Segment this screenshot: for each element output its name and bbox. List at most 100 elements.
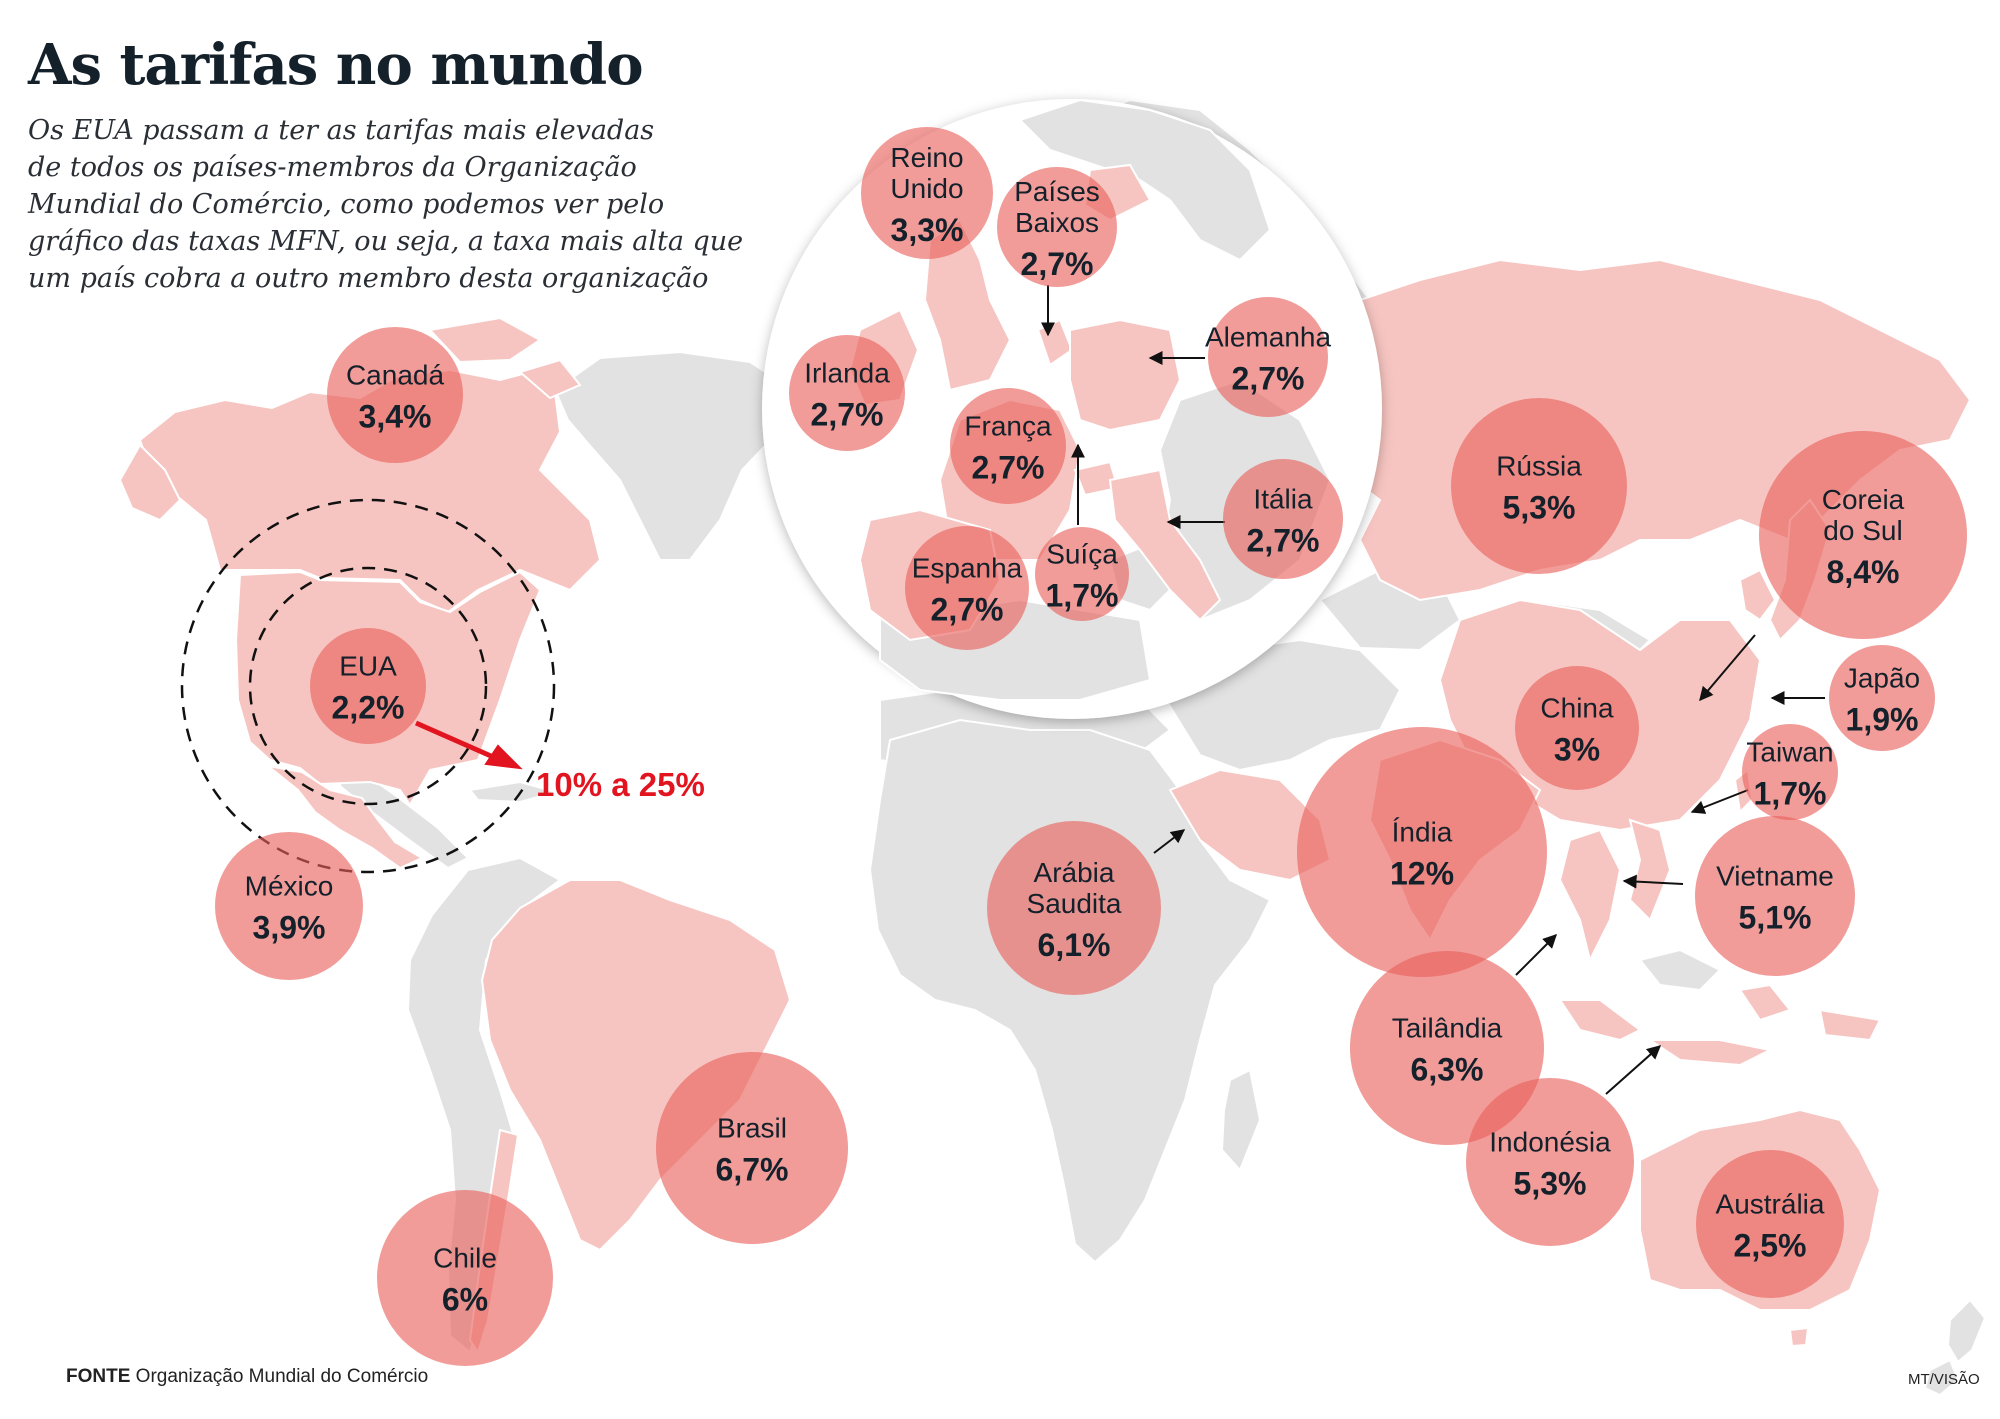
- bubble-circle: [905, 526, 1029, 650]
- bubble-tailandia: Tailândia 6,3%: [1350, 951, 1544, 1145]
- source-label: FONTE: [66, 1366, 131, 1387]
- tariff-value: 3,4%: [359, 399, 432, 435]
- country-label: China: [1540, 693, 1614, 724]
- tariff-value: 5,3%: [1503, 490, 1576, 526]
- tariff-value: 5,3%: [1514, 1166, 1587, 1202]
- tariff-value: 3%: [1554, 732, 1600, 768]
- bubble-chile: Chile 6%: [377, 1190, 553, 1366]
- bubble-circle: [950, 388, 1066, 504]
- country-label: Coreia: [1822, 484, 1905, 515]
- subtitle-line: de todos os países-membros da Organizaçã…: [28, 152, 637, 183]
- country-label: Baixos: [1015, 207, 1099, 238]
- subtitle-line: Mundial do Comércio, como podemos ver pe…: [28, 189, 665, 220]
- tariff-value: 6,3%: [1411, 1052, 1484, 1088]
- tariff-value: 3,9%: [253, 910, 326, 946]
- bubble-circle: [1829, 645, 1935, 751]
- tariff-range-outer-ring: [180, 498, 556, 874]
- bubble-india: Índia 12%: [1297, 727, 1547, 977]
- country-label: Brasil: [717, 1113, 787, 1144]
- country-label: Arábia: [1034, 857, 1115, 888]
- bubble-circle: [1035, 527, 1129, 621]
- tariff-value: 6,7%: [716, 1152, 789, 1188]
- bubble-circle: [1759, 431, 1967, 639]
- country-label: México: [245, 871, 334, 902]
- tariff-range-inner-ring: [248, 566, 488, 806]
- subtitle-line: Os EUA passam a ter as tarifas mais elev…: [28, 115, 655, 146]
- country-label: Alemanha: [1205, 322, 1332, 353]
- tariff-value: 2,7%: [1021, 246, 1094, 282]
- subtitle-line: um país cobra a outro membro desta organ…: [28, 263, 709, 294]
- country-label: Índia: [1392, 817, 1453, 848]
- tariff-value: 12%: [1390, 856, 1454, 892]
- country-label: Taiwan: [1746, 737, 1833, 768]
- bubble-brasil: Brasil 6,7%: [656, 1052, 848, 1244]
- us-tariff-arrow: [414, 720, 523, 770]
- bubble-circle: [1515, 666, 1639, 790]
- tariff-value: 2,7%: [1232, 361, 1305, 397]
- bubble-irlanda: Irlanda 2,7%: [789, 335, 905, 451]
- country-label: Saudita: [1027, 888, 1122, 919]
- bubble-circle: [377, 1190, 553, 1366]
- bubble-circle: [1742, 724, 1838, 820]
- bubble-circle: [310, 628, 426, 744]
- subtitle: Os EUA passam a ter as tarifas mais elev…: [28, 112, 768, 297]
- credit: MT/VISÃO: [1908, 1371, 1980, 1388]
- country-label: Canadá: [346, 360, 445, 391]
- country-label: Chile: [433, 1243, 497, 1274]
- tariff-value: 6,1%: [1038, 927, 1111, 963]
- bubble-alemanha: Alemanha 2,7%: [1205, 297, 1332, 417]
- country-label: do Sul: [1823, 515, 1902, 546]
- bubble-circle: [1223, 459, 1343, 579]
- bubble-franca: França 2,7%: [950, 388, 1066, 504]
- tariff-value: 6%: [442, 1282, 488, 1318]
- bubble-circle: [1466, 1078, 1634, 1246]
- tariff-value: 2,7%: [972, 450, 1045, 486]
- bubble-circle: [861, 127, 993, 259]
- tariff-value: 2,7%: [931, 592, 1004, 628]
- bubble-circle: [997, 167, 1117, 287]
- bubble-canada: Canadá 3,4%: [327, 327, 463, 463]
- bubble-circle: [327, 327, 463, 463]
- bubble-russia: Rússia 5,3%: [1451, 398, 1627, 574]
- bubble-japao: Japão 1,9%: [1829, 645, 1935, 751]
- source-note: FONTE Organização Mundial do Comércio: [66, 1366, 428, 1388]
- country-label: Rússia: [1496, 451, 1582, 482]
- bubble-circle: [789, 335, 905, 451]
- country-label: Países: [1014, 176, 1100, 207]
- country-label: Austrália: [1716, 1189, 1825, 1220]
- tariff-value: 2,2%: [332, 690, 405, 726]
- pointer-arrows: [1153, 634, 1825, 1095]
- bubble-circle: [656, 1052, 848, 1244]
- tariff-value: 1,7%: [1754, 776, 1827, 812]
- bubble-vietname: Vietname 5,1%: [1695, 816, 1855, 976]
- tariff-value: 8,4%: [1827, 554, 1900, 590]
- tariff-value: 1,7%: [1046, 578, 1119, 614]
- bubble-suica: Suíça 1,7%: [1035, 527, 1129, 621]
- bubble-circle: [1695, 816, 1855, 976]
- tariff-value: 1,9%: [1846, 702, 1919, 738]
- bubble-circle: [1208, 297, 1328, 417]
- bubble-eua: EUA 2,2%: [310, 628, 426, 744]
- bubble-circle: [1451, 398, 1627, 574]
- country-label: Vietname: [1716, 861, 1834, 892]
- country-label: Japão: [1844, 663, 1920, 694]
- tariff-value: 3,3%: [891, 212, 964, 248]
- country-label: França: [964, 411, 1052, 442]
- country-label: EUA: [339, 651, 397, 682]
- bubble-circle: [1350, 951, 1544, 1145]
- country-label: Reino: [890, 142, 963, 173]
- source-text: Organização Mundial do Comércio: [135, 1366, 429, 1387]
- tariff-value: 2,5%: [1734, 1228, 1807, 1264]
- bubble-china: China 3%: [1515, 666, 1639, 790]
- bubble-circle: [987, 821, 1161, 995]
- country-label: Unido: [890, 173, 963, 204]
- subtitle-line: gráfico das taxas MFN, ou seja, a taxa m…: [28, 226, 744, 257]
- tariff-value: 5,1%: [1739, 900, 1812, 936]
- bubble-taiwan: Taiwan 1,7%: [1742, 724, 1838, 820]
- bubble-indonesia: Indonésia 5,3%: [1466, 1078, 1634, 1246]
